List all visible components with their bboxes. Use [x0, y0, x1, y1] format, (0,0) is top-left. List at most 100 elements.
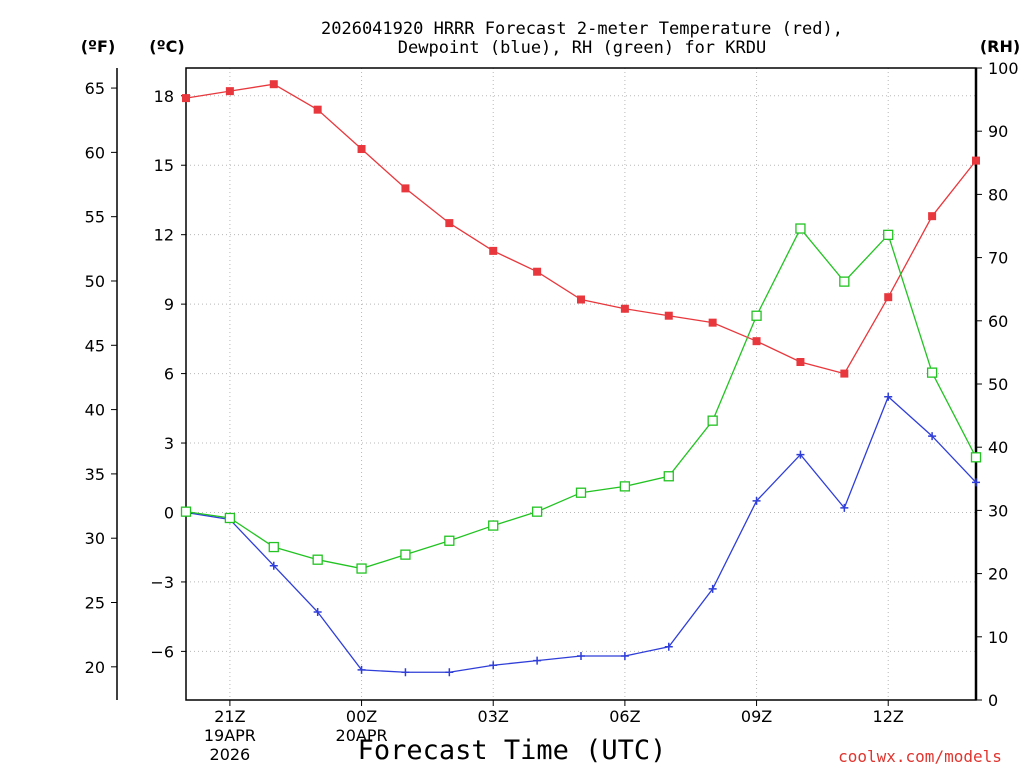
celsius-tick-label: −6: [150, 642, 174, 661]
rh-tick-label: 20: [988, 565, 1008, 584]
rh-point: [312, 554, 323, 565]
dewpoint-point: [796, 450, 805, 459]
rh-point: [356, 563, 367, 574]
dewpoint-point: [533, 656, 542, 665]
rh-tick-label: 10: [988, 628, 1008, 647]
series: [180, 80, 982, 677]
2-meter-temperature-line: [185, 83, 977, 375]
dewpoint-point: [928, 432, 937, 441]
rh-point: [444, 535, 455, 546]
x-tick-label: 09Z: [741, 707, 772, 726]
rh-series: [180, 223, 982, 574]
rh-point: [839, 276, 850, 287]
x-tick-date-label: 19APR: [204, 726, 256, 745]
2-meter-temperature-point: [752, 337, 761, 346]
rh-tick-label: 40: [988, 438, 1008, 457]
rh-tick-label: 70: [988, 249, 1008, 268]
dewpoint-point: [357, 665, 366, 674]
rh-point: [224, 512, 236, 524]
fahrenheit-tick-label: 30: [85, 529, 105, 548]
rh-tick-label: 50: [988, 375, 1008, 394]
rh-point: [619, 481, 631, 492]
rh-point: [883, 229, 894, 240]
2-meter-temperature-point: [357, 145, 366, 154]
dewpoint-point: [313, 608, 322, 617]
rh-tick-label: 30: [988, 501, 1008, 520]
rh-point: [707, 415, 718, 426]
dewpoint-point: [577, 652, 585, 661]
fahrenheit-tick-label: 60: [85, 143, 105, 162]
celsius-tick-label: 9: [164, 295, 174, 314]
2-meter-temperature-point: [577, 295, 585, 304]
2-meter-temperature-point: [928, 212, 937, 221]
rh-tick-label: 100: [988, 59, 1019, 78]
rh-point: [970, 452, 982, 463]
rh-point: [663, 471, 674, 482]
dewpoint-point: [708, 584, 717, 593]
rh-point: [575, 487, 587, 498]
fahrenheit-unit-label: (ºF): [81, 37, 116, 56]
x-tick-date-label: 20APR: [336, 726, 388, 745]
dewpoint-point: [489, 661, 498, 670]
dewpoint-line: [185, 395, 977, 673]
celsius-tick-label: 6: [164, 365, 174, 384]
celsius-unit-label: (ºC): [149, 37, 184, 56]
2-meter-temperature-point: [972, 156, 980, 165]
rh-point: [268, 541, 279, 553]
celsius-tick-label: 0: [164, 503, 174, 522]
fahrenheit-tick-label: 25: [85, 594, 105, 613]
dewpoint-series: [182, 392, 980, 677]
fahrenheit-tick-label: 55: [85, 208, 105, 227]
x-tick-year-label: 2026: [210, 745, 251, 764]
2-meter-temperature-point: [225, 87, 234, 96]
rh-point: [531, 506, 543, 517]
2-meter-temperature-point: [182, 94, 190, 103]
2-meter-temperature-point: [401, 184, 410, 193]
2-meter-temperature-point: [489, 246, 498, 255]
fahrenheit-tick-label: 35: [85, 465, 105, 484]
gridlines: [186, 68, 976, 700]
rh-point: [751, 310, 762, 321]
fahrenheit-tick-label: 45: [85, 336, 105, 355]
dewpoint-point: [884, 392, 893, 401]
2-meter-temperature-point: [313, 105, 322, 114]
2-meter-temperature-point: [840, 369, 849, 378]
2-meter-temperature-point: [533, 267, 542, 276]
x-axis-title: Forecast Time (UTC): [358, 735, 667, 766]
2-meter-temperature-point: [884, 293, 893, 302]
dewpoint-point: [972, 478, 980, 487]
2-meter-temperature-point: [445, 219, 454, 228]
dewpoint-point: [840, 503, 849, 512]
rh-point: [488, 520, 499, 531]
rh-tick-label: 80: [988, 185, 1008, 204]
dewpoint-point: [620, 652, 629, 661]
dewpoint-point: [664, 642, 673, 651]
celsius-tick-label: −3: [150, 573, 174, 592]
rh-point: [400, 549, 411, 560]
x-tick-label: 12Z: [873, 707, 904, 726]
x-tick-label: 06Z: [609, 707, 640, 726]
x-tick-label: 21Z: [214, 707, 245, 726]
axes: [116, 67, 978, 701]
rh-unit-label: (RH): [980, 37, 1020, 56]
rh-point: [180, 506, 192, 517]
x-tick-label: 00Z: [346, 707, 377, 726]
fahrenheit-tick-label: 50: [85, 272, 105, 291]
rh-point: [795, 223, 806, 234]
2-meter-temperature-point: [620, 304, 629, 313]
dewpoint-point: [445, 668, 454, 677]
rh-line: [185, 227, 977, 570]
celsius-tick-label: 18: [154, 87, 174, 106]
celsius-tick-label: 15: [154, 156, 174, 175]
dewpoint-point: [269, 561, 278, 570]
2-meter-temperature-point: [269, 80, 278, 89]
rh-tick-label: 0: [988, 691, 998, 710]
dewpoint-point: [752, 496, 761, 505]
2-meter-temperature-point: [664, 311, 673, 320]
plot-frame: [185, 67, 977, 701]
2-meter-temperature-point: [708, 318, 717, 327]
fahrenheit-tick-label: 65: [85, 79, 105, 98]
dewpoint-point: [401, 668, 410, 677]
